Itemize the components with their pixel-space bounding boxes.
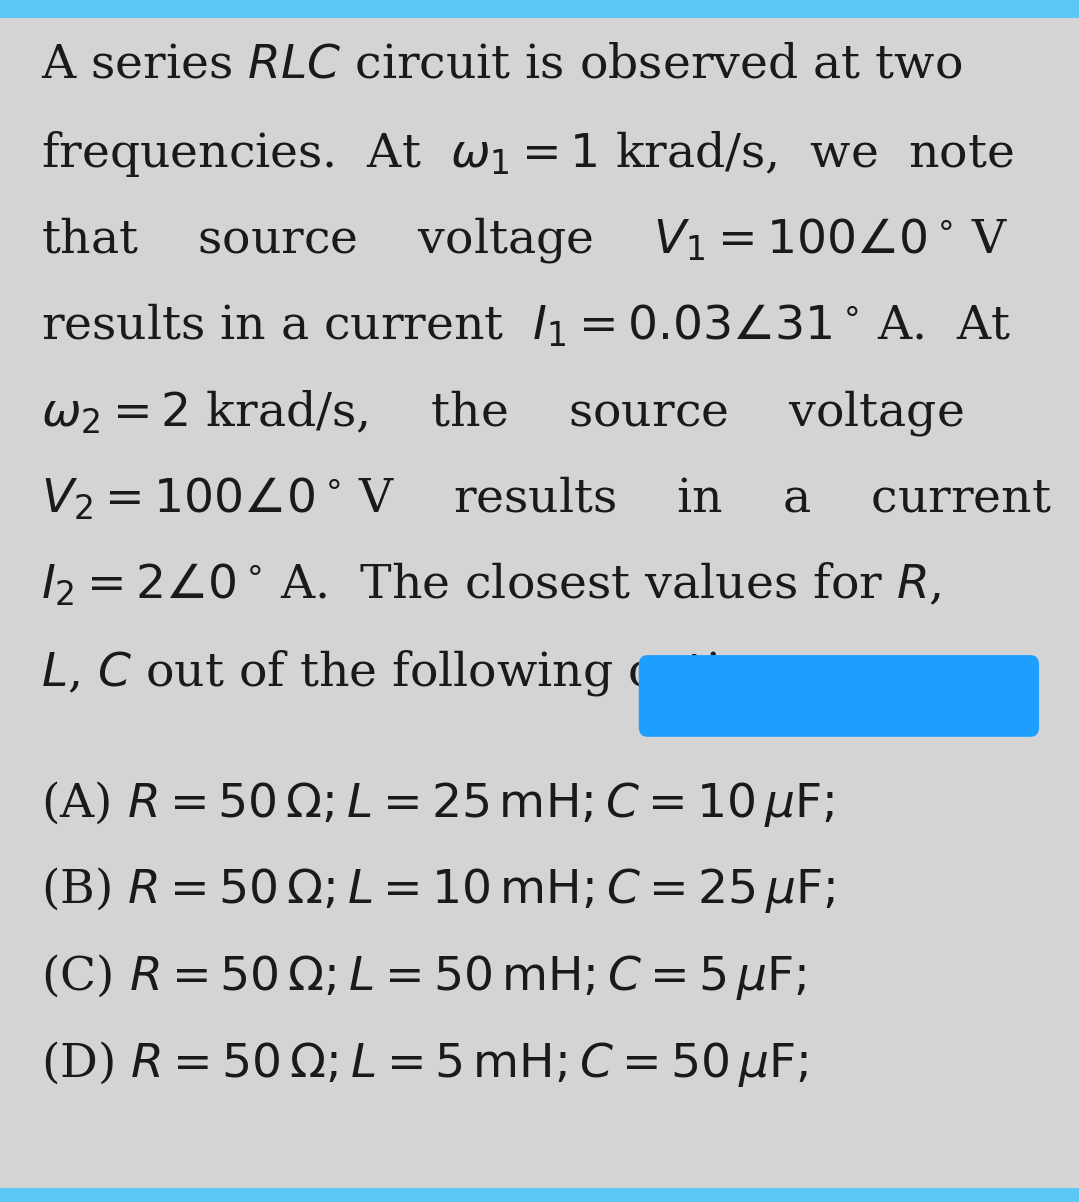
Text: (B) $R = 50\,\Omega; L = 10\,\text{mH}; C = 25\,\mu\text{F};$: (B) $R = 50\,\Omega; L = 10\,\text{mH}; … [41,865,835,916]
Text: A series $\mathit{RLC}$ circuit is observed at two: A series $\mathit{RLC}$ circuit is obser… [41,42,962,88]
Text: (D) $R = 50\,\Omega; L = 5\,\text{mH}; C = 50\,\mu\text{F};$: (D) $R = 50\,\Omega; L = 5\,\text{mH}; C… [41,1039,808,1089]
Text: $\omega_2 = 2$ krad/s,    the    source    voltage: $\omega_2 = 2$ krad/s, the source voltag… [41,388,964,439]
Text: (A) $R = 50\,\Omega; L = 25\,\text{mH}; C = 10\,\mu\text{F};$: (A) $R = 50\,\Omega; L = 25\,\text{mH}; … [41,779,834,829]
Bar [0,0,1079,18]
Text: (C) $R = 50\,\Omega; L = 50\,\text{mH}; C = 5\,\mu\text{F};$: (C) $R = 50\,\Omega; L = 50\,\text{mH}; … [41,952,806,1002]
FancyBboxPatch shape [639,655,1039,737]
Text: $\mathit{L}$, $\mathit{C}$ out of the following options are: $\mathit{L}$, $\mathit{C}$ out of the fo… [41,648,897,698]
Text: $I_2 = 2\angle 0^\circ\!$ A.  The closest values for $\mathit{R}$,: $I_2 = 2\angle 0^\circ\!$ A. The closest… [41,561,941,609]
Text: results in a current  $I_1 = 0.03\angle 31^\circ\!$ A.  At: results in a current $I_1 = 0.03\angle 3… [41,302,1011,350]
Bar [0,1188,1079,1202]
Text: frequencies.  At  $\omega_1 = 1$ krad/s,  we  note: frequencies. At $\omega_1 = 1$ krad/s, w… [41,129,1013,179]
Text: $V_2 = 100\angle 0^\circ\!$ V    results    in    a    current: $V_2 = 100\angle 0^\circ\!$ V results in… [41,475,1052,523]
Text: that    source    voltage    $V_1 = 100\angle 0^\circ\!$ V: that source voltage $V_1 = 100\angle 0^\… [41,215,1008,266]
